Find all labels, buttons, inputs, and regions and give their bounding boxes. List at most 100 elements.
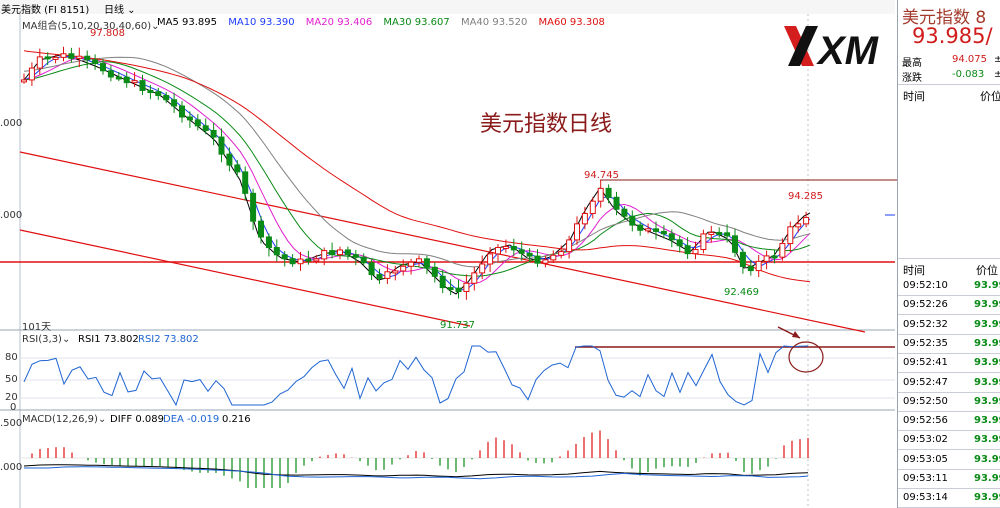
- candle-body: [534, 255, 541, 264]
- ma-line: [23, 50, 811, 283]
- candle-body: [518, 249, 525, 254]
- candle-body: [123, 76, 130, 84]
- ma-line: [23, 61, 811, 277]
- candle-body: [597, 187, 604, 202]
- candle-body: [795, 223, 802, 228]
- candle-body: [613, 196, 620, 210]
- candle-body: [566, 239, 573, 253]
- candle-body: [92, 59, 99, 65]
- candle-body: [423, 258, 430, 268]
- xm-logo: XM: [776, 20, 890, 73]
- candle-body: [21, 79, 27, 83]
- candle-body: [60, 53, 67, 58]
- candle-body: [242, 171, 249, 194]
- tick-time: 09:53:05: [903, 453, 948, 465]
- rsi-tick: 80: [5, 352, 18, 363]
- y-axis-label: .000: [0, 118, 23, 129]
- tick-row: 09:53:14 93.994: [898, 488, 1000, 508]
- rsi-line: [23, 345, 809, 407]
- candle-body: [803, 216, 810, 225]
- rsi-indicator-label[interactable]: RSI(3,3)⌄: [22, 334, 71, 345]
- price-header: 价位: [980, 90, 1000, 103]
- candle-body: [36, 56, 43, 69]
- period-count: 101天: [22, 322, 52, 333]
- candle-body: [779, 243, 786, 258]
- candle-body: [352, 254, 359, 258]
- candle-body: [400, 265, 407, 272]
- candle-body: [526, 252, 533, 257]
- candle-body: [289, 258, 296, 265]
- chart-title: 美元指数日线: [480, 112, 613, 137]
- candle-body: [763, 255, 770, 262]
- candle-body: [194, 119, 201, 127]
- candle-body: [376, 274, 383, 279]
- candle-body: [660, 230, 667, 235]
- tick-time: 09:52:47: [903, 376, 948, 388]
- candle-body: [313, 258, 320, 262]
- candle-body: [447, 287, 454, 291]
- tick-row: 09:53:02 93.997: [898, 430, 1000, 451]
- rsi-tick: 0: [10, 402, 17, 413]
- quote-panel: 美元指数 8 93.985/ 最高 94.075 ± 涨跌 -0.083 ± 时…: [897, 0, 1000, 508]
- candle-body: [163, 94, 170, 101]
- period-dropdown[interactable]: 日线 ⌄: [104, 5, 136, 16]
- candle-body: [84, 55, 91, 61]
- chart-canvas[interactable]: [0, 0, 897, 508]
- tick-row: 09:52:47 93.995: [898, 373, 1000, 393]
- candle-body: [100, 63, 106, 72]
- candle-body: [684, 245, 691, 255]
- candle-body: [360, 256, 367, 264]
- diff-line: [23, 464, 809, 478]
- tick-time: 09:53:11: [903, 473, 948, 484]
- tick-time: 09:53:14: [903, 492, 948, 504]
- quote-title: 美元指数 8: [902, 8, 987, 28]
- candle-body: [471, 272, 478, 284]
- candle-body: [479, 263, 486, 274]
- candle-body: [637, 224, 644, 231]
- channel-upper-line: [19, 151, 866, 333]
- ma-group-label[interactable]: MA组合(5,10,20,30,40,60)⌄: [22, 21, 160, 32]
- candle-body: [581, 212, 588, 225]
- candle-body: [210, 129, 217, 138]
- tick-price: 93.994: [974, 492, 1000, 504]
- tick-price: 93.992: [974, 395, 1000, 407]
- candle-body: [297, 258, 304, 265]
- candle-body: [265, 236, 272, 249]
- candle-body: [337, 249, 343, 256]
- candle-body: [605, 187, 612, 198]
- tick-time: 09:53:02: [903, 434, 948, 446]
- ma5-value: MA5 93.895: [157, 17, 218, 28]
- tick-price: 93.996: [974, 280, 1000, 291]
- candle-body: [439, 275, 446, 289]
- tick-row: 09:52:50 93.992: [898, 392, 1000, 412]
- candle-body: [76, 55, 83, 59]
- svg-text:XM: XM: [816, 29, 880, 72]
- candle-body: [171, 99, 178, 107]
- tick-row: 09:52:35 93.997: [898, 334, 1000, 354]
- candle-body: [250, 192, 257, 222]
- candle-body: [28, 67, 35, 81]
- candle-body: [226, 153, 233, 166]
- candle-body: [708, 231, 715, 235]
- tick-row: 09:53:05 93.995: [898, 450, 1000, 470]
- candle-body: [755, 260, 762, 272]
- tick-price: 93.995: [974, 453, 1000, 465]
- time-header: 时间: [903, 90, 925, 103]
- chart-header-bar: 美元指数 (FI 8151) 日线 ⌄: [0, 0, 895, 16]
- candle-body: [676, 239, 683, 247]
- tick-price: 93.994: [974, 318, 1000, 330]
- chevron-down-icon: ⌄: [124, 5, 136, 16]
- annotation-circle: [788, 341, 824, 373]
- ma30-value: MA30 93.607: [383, 17, 450, 28]
- candle-body: [574, 223, 580, 241]
- ma-legend: MA5 93.895 MA10 93.390 MA20 93.406 MA30 …: [157, 17, 605, 28]
- tick-time: 09:52:10: [903, 280, 948, 291]
- candle-body: [281, 254, 288, 260]
- candle-body: [368, 262, 375, 276]
- macd-indicator-label[interactable]: MACD(12,26,9)⌄: [22, 414, 107, 425]
- tick-time: 09:52:32: [903, 318, 948, 330]
- tick-time: 09:52:35: [903, 337, 948, 349]
- high-row-extra: ±: [994, 54, 1000, 65]
- recent-low-annotation: 92.469: [724, 287, 759, 298]
- candle-body: [218, 136, 225, 155]
